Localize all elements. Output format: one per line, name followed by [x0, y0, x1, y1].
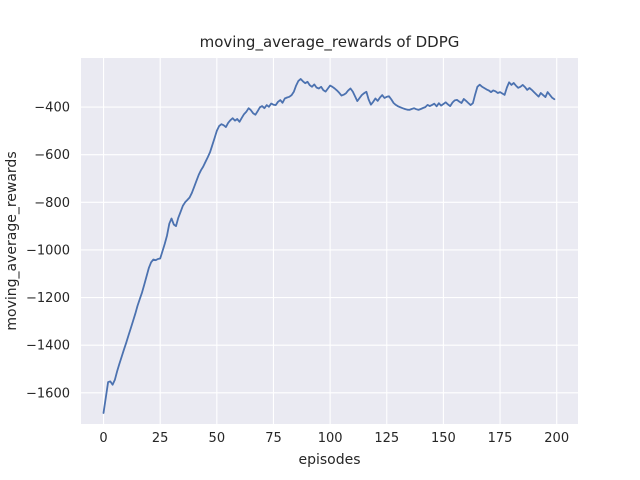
- x-tick-label: 175: [488, 431, 513, 446]
- y-tick-label: −600: [34, 148, 70, 163]
- y-tick-label: −1000: [26, 243, 70, 258]
- x-tick-label: 150: [431, 431, 456, 446]
- x-tick-label: 75: [265, 431, 282, 446]
- x-tick-label: 50: [209, 431, 226, 446]
- y-axis-label: moving_average_rewards: [4, 151, 20, 331]
- y-tick-label: −800: [34, 196, 70, 211]
- x-tick-label: 100: [318, 431, 343, 446]
- y-tick-label: −1400: [26, 339, 70, 354]
- x-tick-label: 125: [374, 431, 399, 446]
- x-axis-label: episodes: [298, 452, 361, 468]
- y-tick-label: −1200: [26, 291, 70, 306]
- series-line: [102, 78, 556, 414]
- chart-title: moving_average_rewards of DDPG: [199, 33, 460, 51]
- x-tick-label: 0: [99, 431, 107, 446]
- x-tick-label: 25: [152, 431, 169, 446]
- x-tick-label: 200: [544, 431, 569, 446]
- plot-area-background: [81, 58, 578, 424]
- y-tick-label: −400: [34, 101, 70, 116]
- y-tick-label: −1600: [26, 386, 70, 401]
